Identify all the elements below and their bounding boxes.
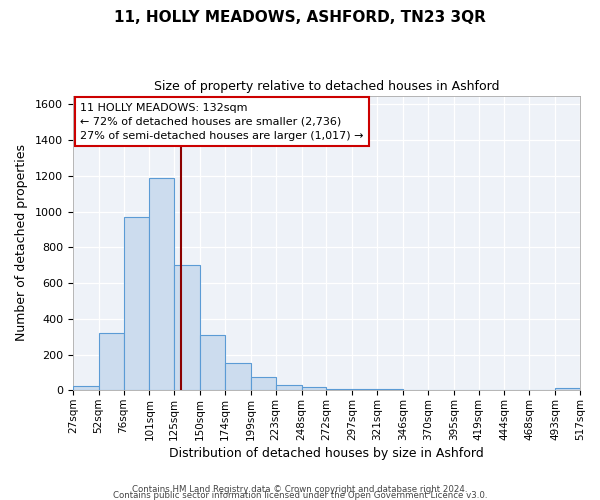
Text: 11, HOLLY MEADOWS, ASHFORD, TN23 3QR: 11, HOLLY MEADOWS, ASHFORD, TN23 3QR — [114, 10, 486, 25]
Bar — [98, 333, 124, 390]
Bar — [251, 377, 275, 390]
Y-axis label: Number of detached properties: Number of detached properties — [15, 144, 28, 342]
Bar — [555, 388, 580, 390]
X-axis label: Distribution of detached houses by size in Ashford: Distribution of detached houses by size … — [169, 447, 484, 460]
Bar — [124, 217, 149, 390]
Text: Contains HM Land Registry data © Crown copyright and database right 2024.: Contains HM Land Registry data © Crown c… — [132, 484, 468, 494]
Text: Contains public sector information licensed under the Open Government Licence v3: Contains public sector information licen… — [113, 490, 487, 500]
Title: Size of property relative to detached houses in Ashford: Size of property relative to detached ho… — [154, 80, 499, 93]
Text: 11 HOLLY MEADOWS: 132sqm
← 72% of detached houses are smaller (2,736)
27% of sem: 11 HOLLY MEADOWS: 132sqm ← 72% of detach… — [80, 103, 364, 141]
Bar — [200, 335, 225, 390]
Bar — [302, 386, 326, 390]
Bar — [174, 266, 200, 390]
Bar — [73, 386, 98, 390]
Bar — [225, 364, 251, 390]
Bar — [275, 385, 302, 390]
Bar — [149, 178, 174, 390]
